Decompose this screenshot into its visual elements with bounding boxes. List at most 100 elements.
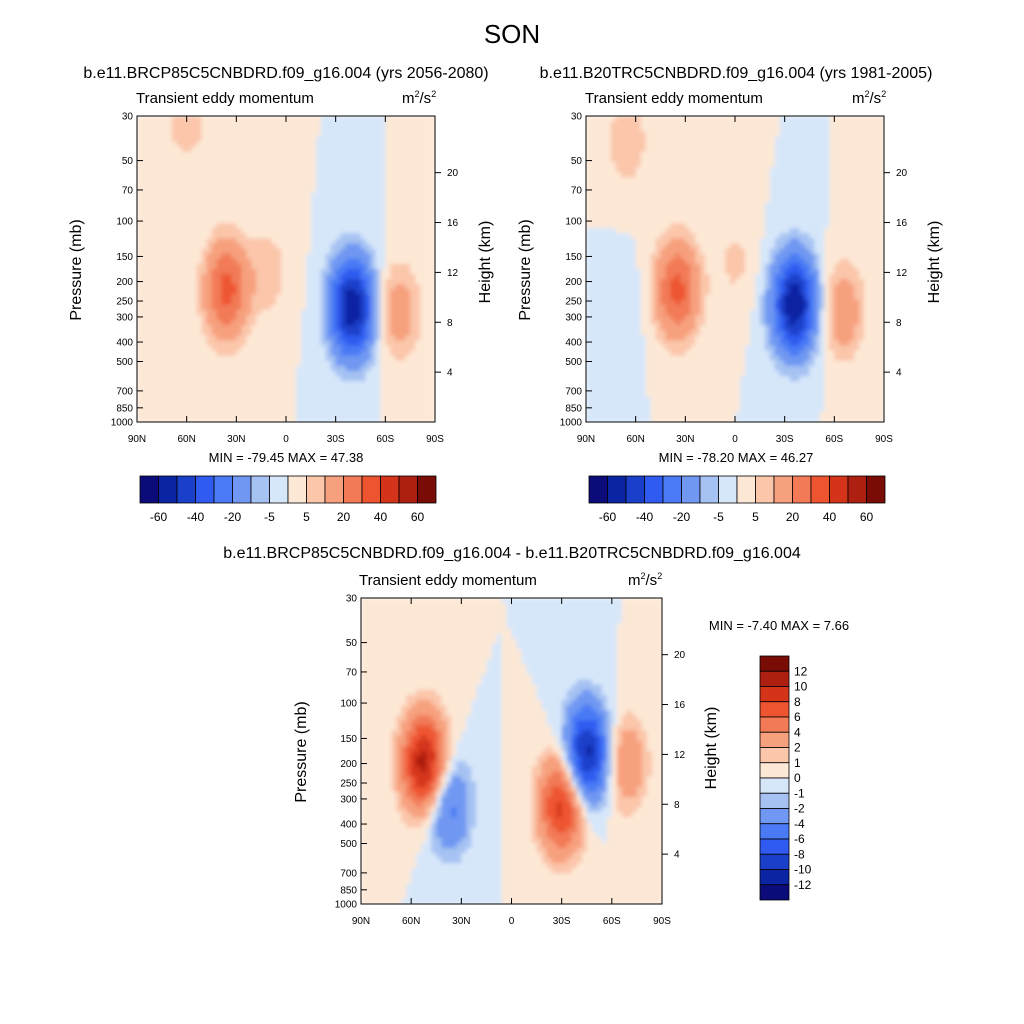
heatmap-cell: [221, 141, 227, 148]
heatmap-cell: [271, 161, 277, 168]
heatmap-cell: [295, 269, 302, 275]
heatmap-cell: [365, 330, 372, 336]
heatmap-cell: [196, 294, 203, 301]
heatmap-cell: [735, 177, 741, 183]
heatmap-cell: [315, 146, 322, 153]
heatmap-cell: [725, 207, 731, 214]
heatmap-cell: [385, 233, 391, 239]
heatmap-cell: [814, 146, 821, 153]
heatmap-cell: [325, 304, 332, 311]
heatmap-cell: [430, 391, 435, 398]
heatmap-cell: [315, 330, 322, 336]
heatmap-cell: [141, 340, 148, 347]
heatmap-cell: [430, 350, 435, 357]
heatmap-cell: [261, 207, 267, 214]
heatmap-cell: [350, 243, 357, 250]
heatmap-cell: [206, 284, 213, 290]
heatmap-cell: [779, 177, 786, 183]
heatmap-cell: [625, 218, 632, 224]
heatmap-cell: [325, 202, 332, 209]
heatmap-cell: [236, 223, 242, 229]
heatmap-cell: [370, 131, 376, 137]
heatmap-cell: [191, 294, 198, 301]
heatmap-cell: [764, 218, 771, 224]
heatmap-cell: [161, 187, 168, 194]
panel-right-quantity-label: Transient eddy momentum: [585, 90, 763, 107]
heatmap-cell: [330, 365, 337, 372]
heatmap-cell: [166, 406, 173, 413]
heatmap-cell: [784, 126, 791, 132]
heatmap-cell: [395, 253, 401, 260]
heatmap-cell: [315, 207, 322, 214]
heatmap-cell: [171, 141, 178, 148]
heatmap-cell: [400, 258, 406, 265]
heatmap-cell: [400, 187, 406, 194]
heatmap-cell: [630, 218, 637, 224]
heatmap-cell: [271, 167, 277, 173]
heatmap-cell: [355, 335, 362, 341]
heatmap-cell: [804, 131, 811, 137]
heatmap-cell: [735, 116, 741, 122]
heatmap-cell: [819, 131, 825, 137]
heatmap-cell: [620, 141, 627, 148]
heatmap-cell: [759, 156, 766, 163]
heatmap-cell: [834, 218, 840, 224]
heatmap-cell: [151, 141, 158, 148]
heatmap-cell: [266, 299, 272, 306]
heatmap-cell: [276, 411, 282, 418]
heatmap-cell: [864, 151, 870, 158]
heatmap-cell: [241, 233, 247, 239]
heatmap-cell: [715, 167, 721, 173]
heatmap-cell: [705, 172, 711, 178]
heatmap-cell: [730, 182, 736, 188]
heatmap-cell: [685, 172, 691, 178]
heatmap-cell: [425, 360, 431, 367]
heatmap-cell: [161, 197, 168, 204]
heatmap-cell: [137, 320, 143, 326]
heatmap-cell: [146, 376, 153, 382]
heatmap-cell: [665, 121, 672, 127]
heatmap-cell: [231, 340, 237, 347]
heatmap-cell: [695, 151, 701, 158]
heatmap-cell: [271, 411, 277, 418]
heatmap-cell: [586, 202, 592, 209]
heatmap-cell: [181, 289, 188, 296]
heatmap-cell: [779, 126, 786, 132]
heatmap-cell: [355, 141, 362, 148]
heatmap-cell: [221, 202, 227, 209]
heatmap-cell: [400, 116, 406, 122]
heatmap-cell: [610, 141, 617, 148]
heatmap-cell: [221, 416, 227, 422]
heatmap-cell: [400, 376, 406, 382]
heatmap-cell: [405, 202, 411, 209]
heatmap-cell: [715, 151, 721, 158]
heatmap-cell: [325, 411, 332, 418]
heatmap-cell: [236, 284, 242, 290]
heatmap-cell: [410, 167, 416, 173]
heatmap-cell: [360, 330, 367, 336]
heatmap-cell: [290, 396, 297, 403]
heatmap-cell: [375, 161, 381, 168]
heatmap-cell: [640, 207, 647, 214]
heatmap-cell: [710, 151, 716, 158]
heatmap-cell: [156, 299, 163, 306]
heatmap-cell: [695, 156, 701, 163]
heatmap-cell: [315, 238, 322, 245]
heatmap-cell: [345, 187, 352, 194]
heatmap-cell: [375, 238, 381, 245]
heatmap-cell: [186, 136, 193, 143]
heatmap-cell: [400, 228, 406, 234]
heatmap-cell: [390, 330, 396, 336]
heatmap-cell: [385, 192, 391, 199]
heatmap-cell: [864, 177, 870, 183]
heatmap-cell: [181, 376, 188, 382]
heatmap-cell: [400, 218, 406, 224]
heatmap-cell: [325, 228, 332, 234]
heatmap-cell: [794, 207, 801, 214]
heatmap-cell: [231, 187, 237, 194]
heatmap-cell: [141, 248, 148, 255]
heatmap-cell: [151, 314, 158, 321]
heatmap-cell: [320, 167, 327, 173]
heatmap-cell: [276, 340, 282, 347]
heatmap-cell: [161, 309, 168, 316]
